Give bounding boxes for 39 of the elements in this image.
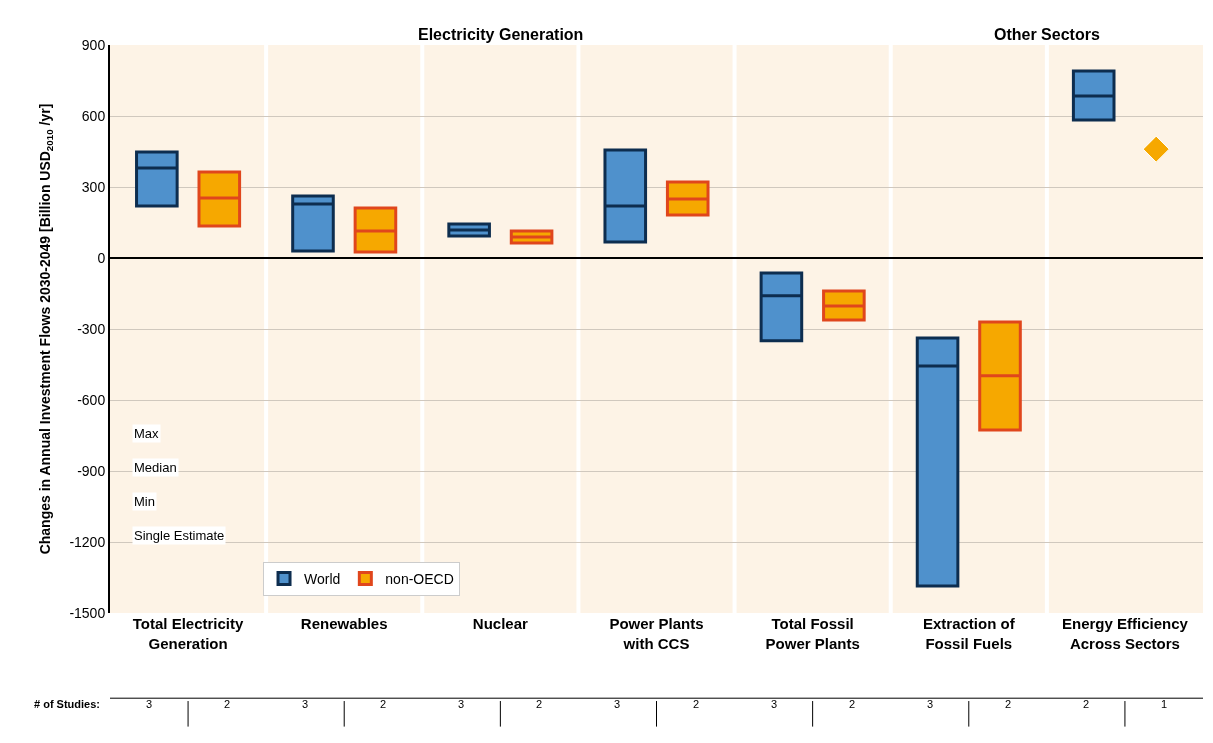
text: 2	[1083, 698, 1090, 710]
y-tick-label: -300	[77, 320, 106, 337]
y-tick-label: 0	[97, 249, 106, 266]
x-tick-label: Total Electricity Generation	[132, 615, 245, 652]
legend-label: non-OECD	[385, 571, 454, 588]
annotation: Min	[134, 494, 155, 509]
text: # of Studies:	[34, 698, 101, 710]
y-tick-label: 900	[81, 36, 106, 53]
text: 3	[927, 698, 934, 710]
text: 1	[1161, 698, 1168, 710]
text: 3	[771, 698, 778, 710]
annotation: Median	[134, 460, 177, 475]
text: 3	[302, 698, 309, 710]
text: 2	[224, 698, 231, 710]
x-tick-label: Energy Efficiency Across Sectors	[1061, 615, 1189, 652]
x-tick-label: Nuclear	[472, 615, 529, 632]
x-tick-label: Extraction of Fossil Fuels	[922, 615, 1016, 652]
text: 2	[693, 698, 700, 710]
annotation: Max	[134, 426, 160, 441]
text: 3	[614, 698, 621, 710]
text: 3	[146, 698, 153, 710]
y-tick-label: 600	[81, 107, 106, 124]
text: 2	[1005, 698, 1012, 710]
text: 2	[536, 698, 543, 710]
text: 2	[380, 698, 387, 710]
y-tick-label: -1200	[69, 533, 106, 550]
x-tick-label: Power Plants with CCS	[609, 615, 704, 652]
y-tick-label: -900	[77, 462, 106, 479]
text: 3	[458, 698, 465, 710]
y-tick-label: 300	[81, 178, 106, 195]
y-tick-label: -600	[77, 391, 106, 408]
y-tick-label: -1500	[69, 604, 106, 621]
text: Electricity Generation	[418, 26, 584, 43]
x-tick-label: Renewables	[300, 615, 388, 632]
text: 2	[849, 698, 856, 710]
annotation: Single Estimate	[134, 528, 225, 543]
x-tick-label: Total Fossil Power Plants	[765, 615, 860, 652]
text: Other Sectors	[994, 26, 1100, 43]
legend-label: World	[304, 571, 341, 588]
